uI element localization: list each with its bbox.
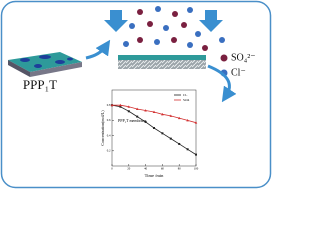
membrane-label: PPP₁T [23,77,57,92]
ion-marker [220,54,228,62]
arrow [207,64,237,103]
data-point [144,120,147,123]
data-point [161,132,164,135]
data-point [161,112,164,116]
arrow [85,39,111,60]
frame [0,0,272,189]
arrow [104,10,128,32]
data-point [153,127,155,129]
data-point [186,119,189,122]
data-point [194,121,198,124]
x-tick-label: 0 [111,167,113,171]
data-point [152,110,156,114]
data-point [186,148,189,151]
ions [123,6,225,51]
data-point [119,105,122,108]
data-point [119,103,122,107]
data-point [195,153,197,156]
ion-label: Cl⁻ [231,67,246,78]
data-point [110,103,114,107]
membrane-left [8,52,82,77]
y-tick-label: 0.2 [107,148,111,152]
annotation: PPP₁T membrane [118,118,147,123]
x-tick-label: 40 [144,167,148,171]
legend-label: Cl- [183,93,188,97]
plot-frame [111,89,197,167]
graphic-abstract: PPP₁T SO₄²⁻ Cl⁻ Concentration(mol/L) Tim… [0,0,272,189]
data-point [169,137,172,140]
x-tick-label: 20 [127,167,131,171]
ion-label: SO₄²⁻ [231,52,256,63]
membrane-center [118,55,206,69]
y-tick-label: 0.4 [107,133,111,137]
data-point [177,116,181,120]
data-point [135,107,139,110]
x-axis-label: Time /min [145,173,164,178]
y-axis-label: Concentration(mol/L) [100,110,105,146]
x-tick-label: 60 [161,167,165,171]
data-point [144,109,147,112]
data-point [169,114,173,117]
data-point [127,105,131,108]
chart: Concentration(mol/L) Time /min PPP₁T mem… [100,89,199,178]
data-point [127,110,130,113]
x-tick-label: 100 [194,167,199,171]
arrow [199,10,223,32]
legend-label: SO4 [183,98,189,102]
y-tick-label: 0.8 [107,103,111,107]
y-tick-label: 0.6 [107,118,111,122]
data-point [136,115,139,118]
data-point [178,142,181,145]
x-tick-label: 80 [178,167,182,171]
